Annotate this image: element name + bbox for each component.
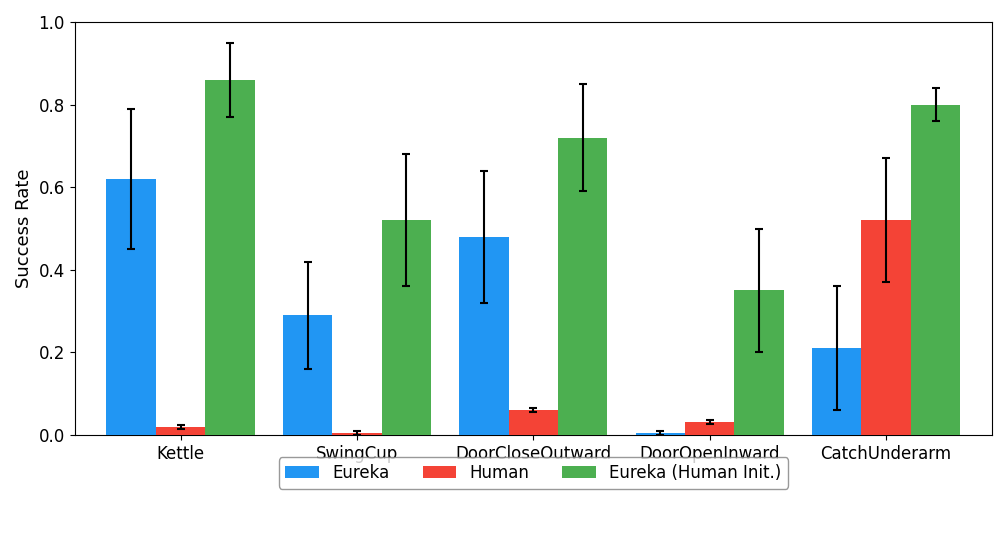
Bar [509, 410, 558, 435]
Bar [107, 179, 156, 435]
Bar [911, 105, 961, 435]
Bar [283, 315, 332, 435]
Bar [332, 433, 382, 435]
Bar [156, 427, 205, 435]
Bar [635, 433, 685, 435]
Bar [205, 80, 255, 435]
Y-axis label: Success Rate: Success Rate [15, 169, 33, 288]
Legend: Eureka, Human, Eureka (Human Init.): Eureka, Human, Eureka (Human Init.) [279, 457, 788, 489]
Bar [861, 220, 911, 435]
Bar [382, 220, 431, 435]
Bar [734, 290, 783, 435]
Bar [459, 237, 509, 435]
Bar [558, 138, 607, 435]
Bar [812, 348, 861, 435]
Bar [685, 422, 734, 435]
